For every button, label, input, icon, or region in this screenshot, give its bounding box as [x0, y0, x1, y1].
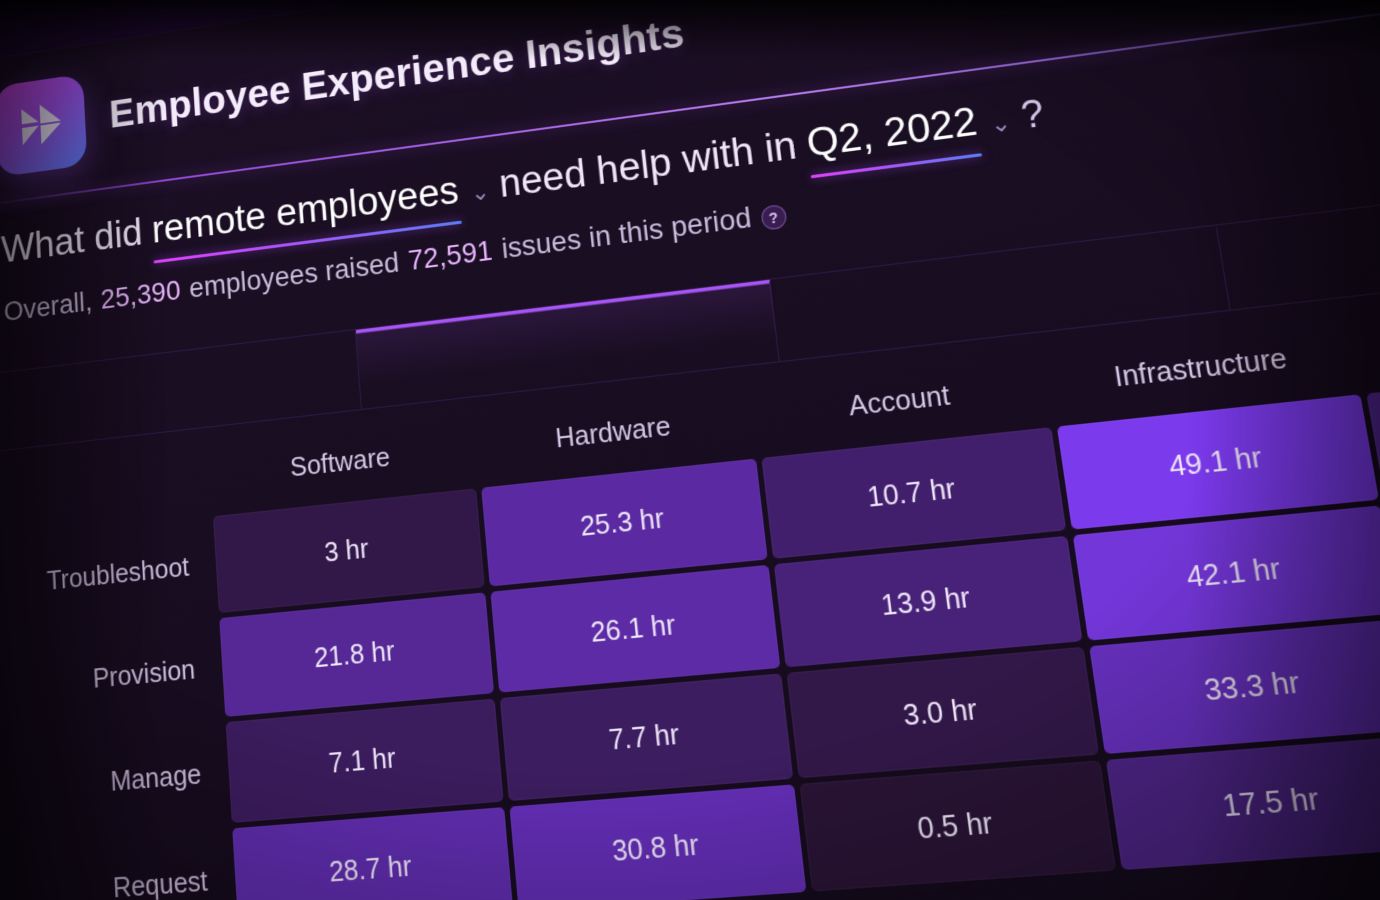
heatmap-cell[interactable]: 21.8 hr [219, 593, 493, 717]
heatmap-cell[interactable]: 42.1 hr [1073, 505, 1380, 640]
app-panel: Employee Experience Insights What did re… [0, 0, 1380, 900]
heatmap-row-header-1[interactable]: Provision [17, 619, 220, 735]
heatmap-cell[interactable]: 26.1 hr [490, 565, 781, 693]
app-logo [0, 74, 87, 178]
audience-selector[interactable]: remote employees [151, 167, 461, 255]
screenshot-scene: Employee Experience Insights What did re… [0, 0, 1380, 900]
period-selector[interactable]: Q2, 2022 [804, 98, 980, 169]
chevron-down-icon-period[interactable]: ⌄ [988, 108, 1013, 139]
metric-label [1264, 221, 1380, 268]
metric-benchmark [812, 277, 1183, 321]
metric-value [1262, 209, 1380, 256]
heatmap-cell[interactable]: 33.3 hr [1089, 619, 1380, 754]
help-circle-icon[interactable]: ? [760, 204, 788, 231]
issues-count: 72,591 [407, 235, 494, 277]
heatmap-cell[interactable]: 7.1 hr [226, 699, 503, 823]
metric-value [2, 368, 323, 406]
heatmap-cell[interactable]: 30.8 hr [509, 784, 807, 900]
heatmap-row-header-2[interactable]: Manage [22, 723, 227, 839]
heatmap-cell[interactable]: 0.5 hr [800, 761, 1116, 892]
fast-forward-logo-icon [15, 97, 65, 153]
metric-label [2, 378, 323, 416]
metric-benchmark [2, 378, 323, 416]
page-title: Employee Experience Insights [108, 11, 686, 137]
heatmap-row-header-0[interactable]: Troubleshoot [13, 517, 214, 633]
heatmap-column-header-4[interactable]: Authentication [1356, 300, 1380, 388]
metric-value [811, 266, 1181, 310]
subtitle-tail: issues in this period [500, 202, 753, 265]
heatmap-cell[interactable]: 17.5 hr [1106, 735, 1380, 870]
heatmap-cell[interactable]: 13.9 hr [774, 536, 1082, 667]
metric-benchmark [1264, 221, 1380, 268]
subtitle-lead: Overall, [3, 286, 93, 328]
heatmap-row-header-3[interactable]: Request [26, 829, 233, 900]
question-suffix: ? [1018, 89, 1047, 139]
metric-value [392, 319, 736, 360]
metric-benchmark [393, 330, 738, 370]
employees-count: 25,390 [100, 275, 181, 316]
question-middle: need help with in [497, 122, 799, 209]
question-prefix: What did [0, 210, 143, 275]
subtitle-mid: employees raised [188, 247, 400, 305]
heatmap-cell[interactable]: 3 hr [213, 488, 484, 613]
chevron-down-icon-audience[interactable]: ⌄ [470, 177, 491, 207]
perspective-stage: Employee Experience Insights What did re… [0, 0, 1380, 900]
metric-label [393, 330, 738, 370]
heatmap-cell[interactable]: 3.0 hr [787, 647, 1099, 778]
heatmap-cell[interactable]: 28.7 hr [232, 807, 513, 900]
heatmap-cell[interactable]: 7.7 hr [499, 674, 793, 802]
metric-label [812, 277, 1183, 321]
